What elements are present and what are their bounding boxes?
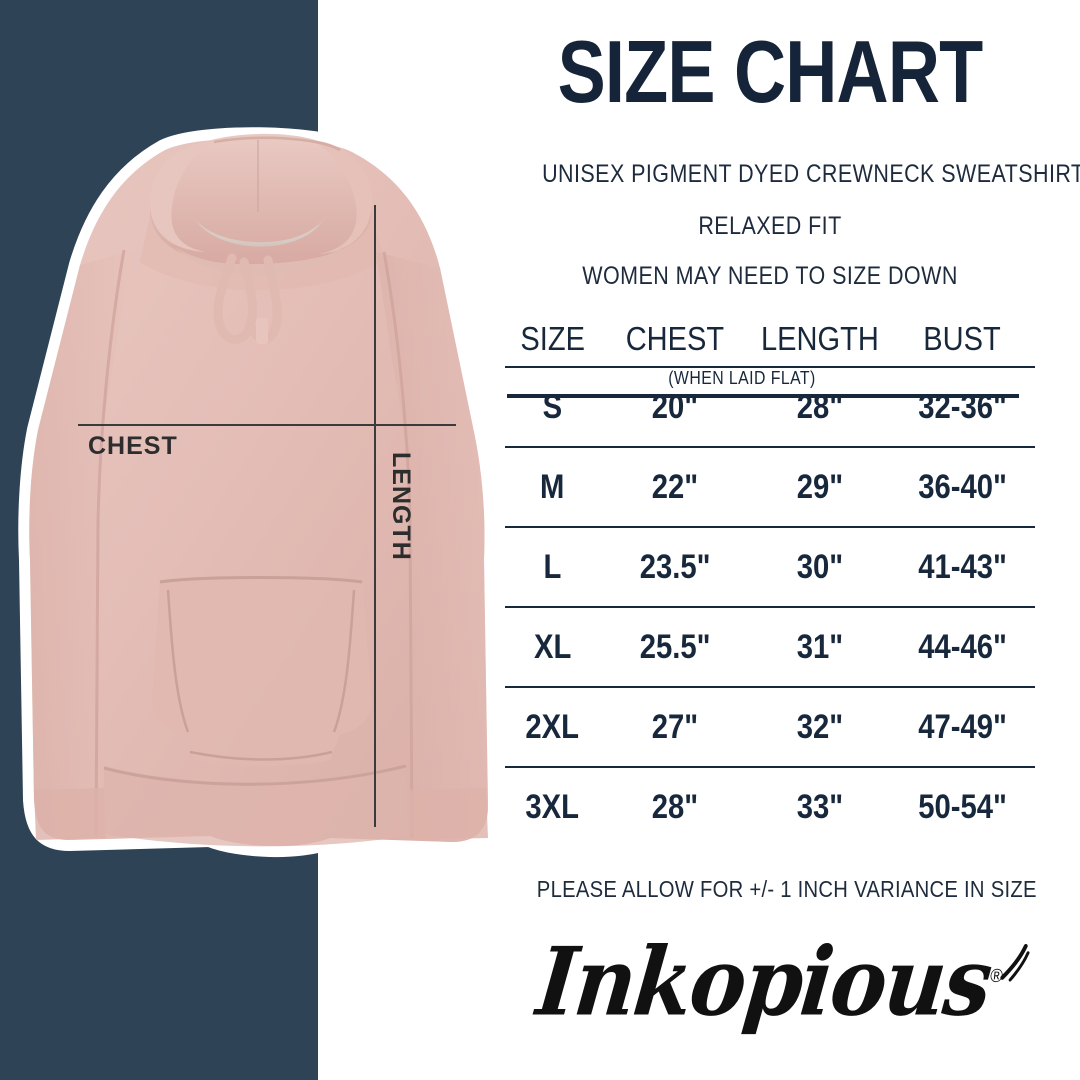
subtitle-sizing-advice: WOMEN MAY NEED TO SIZE DOWN xyxy=(582,262,958,290)
length-measure-line xyxy=(374,205,376,827)
cell-chest: 28" xyxy=(651,787,699,826)
size-chart-column: SIZE CHART UNISEX PIGMENT DYED CREWNECK … xyxy=(505,0,1080,1080)
brand-brush-flick-icon xyxy=(1000,943,1030,982)
column-header-size: SIZE xyxy=(520,320,585,357)
table-head: SIZE CHEST LENGTH BUST xyxy=(505,320,1035,367)
variance-note: PLEASE ALLOW FOR +/- 1 INCH VARIANCE IN … xyxy=(536,876,1037,902)
table-row: 3XL 28" 33" 50-54" xyxy=(505,767,1035,846)
chest-measure-label: CHEST xyxy=(88,432,178,460)
cell-size: S xyxy=(542,387,563,426)
length-measure-label: LENGTH xyxy=(387,452,415,561)
table-row: XL 25.5" 31" 44-46" xyxy=(505,607,1035,687)
column-header-bust: BUST xyxy=(923,320,1002,357)
cell-bust: 47-49" xyxy=(918,707,1007,746)
table-header-row: SIZE CHEST LENGTH BUST xyxy=(505,320,1035,367)
table-header-rule xyxy=(507,394,1019,398)
cell-length: 29" xyxy=(796,467,844,506)
page-title: SIZE CHART xyxy=(557,22,984,121)
cell-bust: 41-43" xyxy=(918,547,1007,586)
cell-bust: 32-36" xyxy=(918,387,1007,426)
brand-name: Inkopious xyxy=(532,926,996,1037)
cell-length: 30" xyxy=(796,547,844,586)
cell-chest: 23.5" xyxy=(639,547,711,586)
product-photo: CHEST LENGTH xyxy=(0,0,520,1080)
cell-bust: 36-40" xyxy=(918,467,1007,506)
cell-chest: 25.5" xyxy=(639,627,711,666)
cell-length: 33" xyxy=(796,787,844,826)
subtitle-product: UNISEX PIGMENT DYED CREWNECK SWEATSHIRT xyxy=(542,160,1080,188)
brand-logo: Inkopious® xyxy=(505,926,1035,1037)
cell-chest: 20" xyxy=(651,387,699,426)
brand-wordmark: Inkopious® xyxy=(532,926,1030,1037)
cell-bust: 44-46" xyxy=(918,627,1007,666)
column-header-chest: CHEST xyxy=(625,320,725,357)
column-header-length: LENGTH xyxy=(761,320,879,357)
cell-length: 32" xyxy=(796,707,844,746)
size-table: SIZE CHEST LENGTH BUST xyxy=(505,320,1035,846)
table-row: 2XL 27" 32" 47-49" xyxy=(505,687,1035,767)
cell-size: 2XL xyxy=(525,707,580,746)
cell-length: 31" xyxy=(796,627,844,666)
cell-chest: 27" xyxy=(651,707,699,746)
cell-size: 3XL xyxy=(525,787,580,826)
size-table-wrapper: SIZE CHEST LENGTH BUST xyxy=(505,320,1035,846)
table-row: S 20" 28" 32-36" xyxy=(505,367,1035,447)
cell-length: 28" xyxy=(796,387,844,426)
table-body: S 20" 28" 32-36" M 22" 29" 36-40" L 23.5… xyxy=(505,367,1035,846)
cell-size: L xyxy=(543,547,562,586)
table-row: M 22" 29" 36-40" xyxy=(505,447,1035,527)
sweatshirt-illustration xyxy=(0,0,520,1080)
cell-size: XL xyxy=(533,627,572,666)
table-row: L 23.5" 30" 41-43" xyxy=(505,527,1035,607)
when-laid-flat-note: (WHEN LAID FLAT) xyxy=(668,368,816,388)
cell-chest: 22" xyxy=(651,467,699,506)
chest-measure-line xyxy=(78,424,456,426)
subtitle-fit: RELAXED FIT xyxy=(698,212,842,240)
cell-bust: 50-54" xyxy=(918,787,1007,826)
cell-size: M xyxy=(540,467,565,506)
